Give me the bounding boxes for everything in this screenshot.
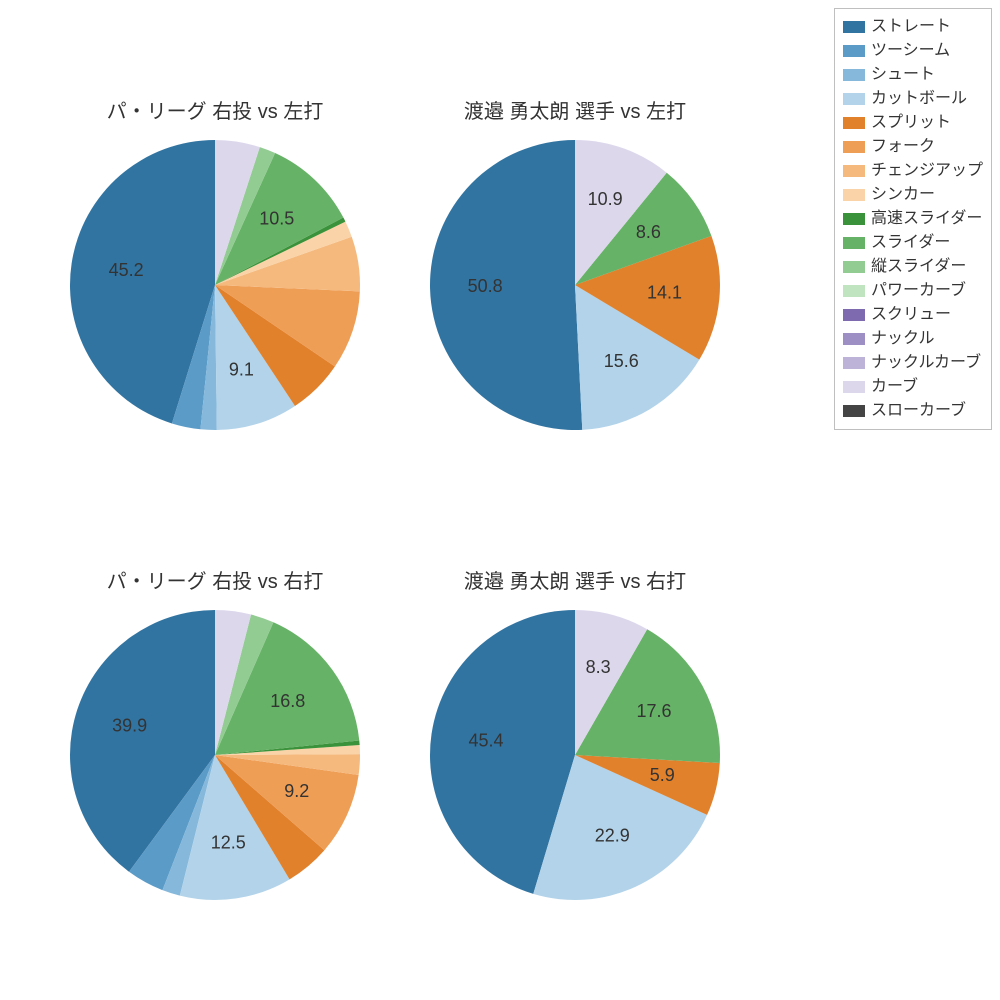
legend-item-power_curve: パワーカーブ — [843, 279, 983, 303]
legend-label: カットボール — [871, 87, 967, 111]
chart-title-pl-vs-rhb: パ・リーグ 右投 vs 右打 — [55, 565, 375, 594]
slice-label-slider: 16.8 — [270, 691, 305, 711]
legend-label: フォーク — [871, 135, 935, 159]
legend-swatch-sinker — [843, 189, 865, 201]
slice-label-split: 14.1 — [647, 282, 682, 302]
pitch-legend: ストレートツーシームシュートカットボールスプリットフォークチェンジアップシンカー… — [834, 8, 992, 430]
chart-stage: パ・リーグ 右投 vs 左打 渡邉 勇太朗 選手 vs 左打 パ・リーグ 右投 … — [0, 0, 1000, 1000]
legend-label: 縦スライダー — [871, 255, 966, 279]
legend-item-straight: ストレート — [843, 15, 983, 39]
legend-item-knuckle_curve: ナックルカーブ — [843, 351, 983, 375]
legend-item-fork: フォーク — [843, 135, 983, 159]
legend-label: シンカー — [871, 183, 935, 207]
slice-label-split: 5.9 — [650, 765, 675, 785]
legend-swatch-split — [843, 117, 865, 129]
pie-pl-vs-rhb: 39.9 12.5 9.2 16.8 — [70, 610, 360, 900]
legend-swatch-screw — [843, 309, 865, 321]
slice-label-straight: 39.9 — [112, 716, 147, 736]
pie-player-vs-lhb: 50.8 15.6 14.1 8.6 10.9 — [430, 140, 720, 430]
legend-label: スプリット — [871, 111, 951, 135]
chart-title-pl-vs-lhb: パ・リーグ 右投 vs 左打 — [55, 95, 375, 124]
slice-label-slider: 8.6 — [636, 222, 661, 242]
pie-player-vs-rhb: 45.4 22.9 5.9 17.6 8.3 — [430, 610, 720, 900]
legend-swatch-knuckle_curve — [843, 357, 865, 369]
legend-label: ツーシーム — [871, 39, 950, 63]
legend-label: 高速スライダー — [871, 207, 982, 231]
slice-label-slider: 17.6 — [636, 701, 671, 721]
legend-item-sinker: シンカー — [843, 183, 983, 207]
slice-label-slider: 10.5 — [259, 208, 294, 228]
legend-item-split: スプリット — [843, 111, 983, 135]
legend-item-changeup: チェンジアップ — [843, 159, 983, 183]
chart-title-player-vs-lhb: 渡邉 勇太朗 選手 vs 左打 — [415, 95, 735, 124]
slice-label-cutball: 12.5 — [211, 833, 246, 853]
legend-swatch-straight — [843, 21, 865, 33]
legend-label: ストレート — [871, 15, 951, 39]
legend-label: ナックル — [871, 327, 935, 351]
legend-label: スクリュー — [871, 303, 951, 327]
legend-swatch-shoot — [843, 69, 865, 81]
legend-swatch-fast_slider — [843, 213, 865, 225]
legend-swatch-power_curve — [843, 285, 865, 297]
legend-item-curve: カーブ — [843, 375, 983, 399]
pie-slice-straight — [430, 140, 582, 430]
legend-item-shoot: シュート — [843, 63, 983, 87]
legend-item-cutball: カットボール — [843, 87, 983, 111]
pie-pl-vs-lhb: 45.2 9.1 10.5 — [70, 140, 360, 430]
legend-label: ナックルカーブ — [871, 351, 981, 375]
legend-item-slider: スライダー — [843, 231, 983, 255]
legend-item-twoseam: ツーシーム — [843, 39, 983, 63]
legend-swatch-changeup — [843, 165, 865, 177]
legend-swatch-slider — [843, 237, 865, 249]
chart-title-player-vs-rhb: 渡邉 勇太朗 選手 vs 右打 — [415, 565, 735, 594]
slice-label-fork: 9.2 — [284, 781, 309, 801]
legend-swatch-curve — [843, 381, 865, 393]
legend-item-vert_slider: 縦スライダー — [843, 255, 983, 279]
legend-label: パワーカーブ — [871, 279, 966, 303]
slice-label-cutball: 22.9 — [595, 826, 630, 846]
legend-swatch-slow_curve — [843, 405, 865, 417]
legend-item-fast_slider: 高速スライダー — [843, 207, 983, 231]
legend-label: スライダー — [871, 231, 950, 255]
slice-label-straight: 45.2 — [109, 260, 144, 280]
legend-swatch-vert_slider — [843, 261, 865, 273]
legend-item-screw: スクリュー — [843, 303, 983, 327]
slice-label-curve: 10.9 — [588, 189, 623, 209]
legend-label: シュート — [871, 63, 935, 87]
legend-label: カーブ — [871, 375, 918, 399]
slice-label-curve: 8.3 — [586, 657, 611, 677]
slice-label-straight: 50.8 — [468, 276, 503, 296]
legend-item-slow_curve: スローカーブ — [843, 399, 983, 423]
slice-label-straight: 45.4 — [469, 731, 504, 751]
legend-item-knuckle: ナックル — [843, 327, 983, 351]
legend-label: チェンジアップ — [871, 159, 983, 183]
slice-label-cutball: 15.6 — [604, 351, 639, 371]
slice-label-cutball: 9.1 — [229, 360, 254, 380]
legend-swatch-twoseam — [843, 45, 865, 57]
legend-label: スローカーブ — [871, 399, 966, 423]
legend-swatch-knuckle — [843, 333, 865, 345]
legend-swatch-cutball — [843, 93, 865, 105]
legend-swatch-fork — [843, 141, 865, 153]
